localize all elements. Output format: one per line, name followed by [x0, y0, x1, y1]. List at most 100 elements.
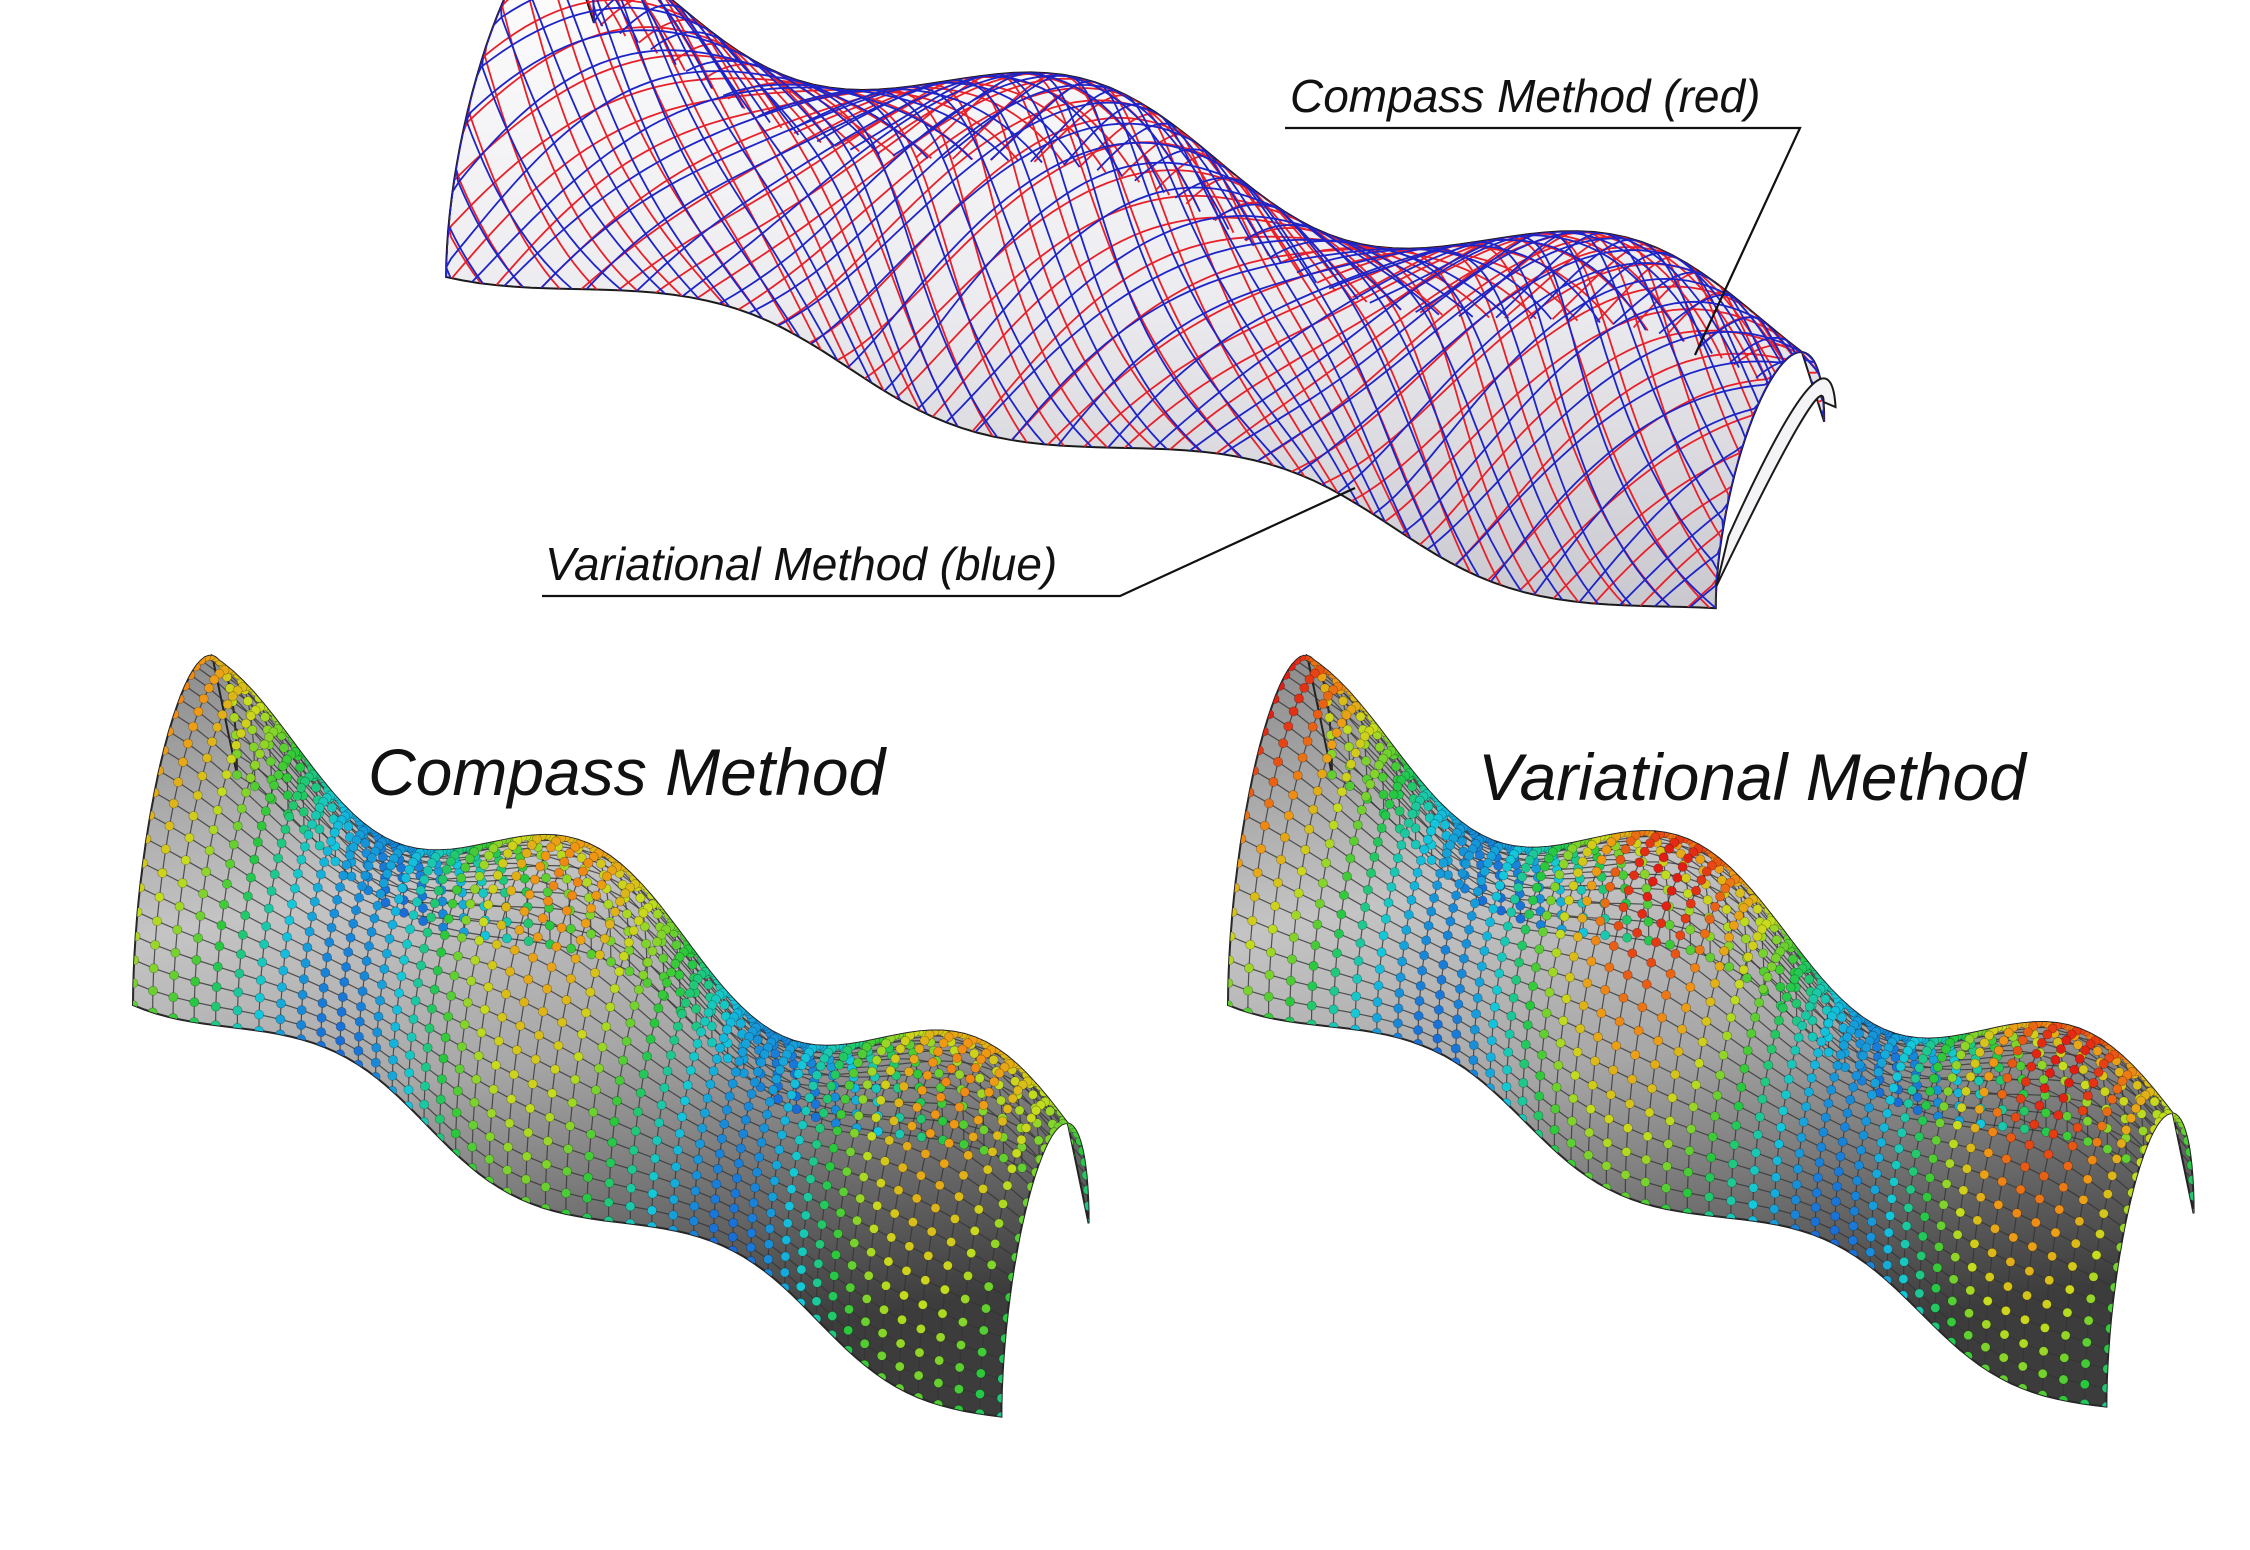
mesh-node [743, 1101, 754, 1112]
mesh-node [1586, 880, 1597, 891]
mesh-node [935, 1332, 946, 1343]
mesh-node [1514, 957, 1524, 968]
mesh-node [670, 958, 681, 969]
mesh-node [1664, 843, 1674, 854]
mesh-node [1528, 981, 1538, 992]
callout-variational-blue: Variational Method (blue) [542, 487, 1356, 598]
mesh-node [1332, 948, 1342, 959]
mesh-node [1690, 962, 1700, 973]
mesh-node [1267, 924, 1278, 935]
mesh-node [950, 1214, 960, 1224]
mesh-node [2155, 1158, 2166, 1169]
mesh-node [1524, 855, 1535, 866]
mesh-node [830, 1069, 841, 1080]
mesh-node [1701, 1016, 1712, 1027]
mesh-node [711, 1179, 722, 1189]
mesh-node [532, 932, 543, 943]
mesh-node [180, 855, 191, 866]
mesh-node [461, 915, 471, 925]
mesh-node [469, 1097, 480, 1108]
mesh-node [804, 1092, 815, 1103]
mesh-node [1701, 866, 1712, 877]
mesh-node [791, 1151, 802, 1161]
mesh-node [2054, 1204, 2065, 1215]
mesh-node [815, 1123, 825, 1134]
mesh-node [2171, 1157, 2182, 1167]
mesh-node [606, 956, 616, 967]
mesh-node [1578, 1000, 1589, 1011]
mesh-node [1790, 1195, 1801, 1205]
mesh-node [234, 968, 245, 979]
mesh-node [614, 966, 625, 977]
mesh-node [1373, 837, 1383, 847]
mesh-node [519, 997, 529, 1008]
mesh-node [1813, 1172, 1823, 1183]
mesh-node [450, 1128, 461, 1139]
mesh-node [297, 989, 308, 1000]
mesh-node [1801, 1101, 1811, 1112]
mesh-node [232, 821, 243, 831]
mesh-node [1808, 994, 1819, 1004]
mesh-node [1473, 886, 1483, 897]
mesh-node [1914, 1288, 1925, 1299]
mesh-node [1285, 975, 1296, 986]
mesh-node [1935, 1118, 1945, 1128]
mesh-node [398, 907, 409, 918]
mesh-node [1299, 682, 1310, 693]
mesh-node [2024, 1140, 2035, 1150]
mesh-node [317, 998, 328, 1008]
mesh-node [1051, 1187, 1062, 1198]
mesh-node [590, 967, 600, 978]
mesh-node [2087, 1155, 2098, 1165]
mesh-node [822, 1094, 833, 1104]
mesh-node [1307, 981, 1318, 991]
mesh-node [621, 1036, 632, 1047]
mesh-node [752, 1035, 763, 1045]
mesh-node [2118, 1096, 2129, 1107]
mesh-node [620, 888, 631, 899]
mesh-node [672, 1145, 683, 1155]
mesh-node [547, 1088, 558, 1099]
mesh-node [264, 792, 275, 803]
callout-compass-leader [1285, 126, 1802, 356]
mesh-node [1537, 1050, 1547, 1060]
mesh-node [252, 837, 263, 848]
mesh-node [1436, 974, 1447, 985]
mesh-node [1624, 1098, 1635, 1109]
mesh-node [729, 1203, 740, 1214]
mesh-node [862, 1151, 873, 1161]
mesh-node [647, 946, 658, 957]
mesh-node [684, 988, 695, 999]
mesh-node [797, 1120, 808, 1130]
mesh-node [488, 1084, 499, 1095]
mesh-node [626, 1183, 636, 1194]
mesh-node [1837, 1136, 1848, 1147]
mesh-node [662, 1066, 673, 1076]
mesh-node [245, 872, 256, 883]
mesh-node [1503, 921, 1513, 932]
mesh-node [485, 1131, 495, 1142]
mesh-node [174, 901, 185, 912]
mesh-node [1775, 982, 1786, 992]
mesh-node [211, 982, 222, 992]
mesh-node [528, 952, 538, 963]
mesh-node [619, 951, 629, 962]
mesh-node [501, 933, 512, 944]
callout-variational-leader [542, 487, 1356, 598]
mesh-node [765, 1096, 775, 1107]
mesh-node [1876, 1057, 1887, 1068]
mesh-node [875, 1095, 886, 1106]
mesh-node [235, 949, 246, 960]
mesh-node [1730, 995, 1740, 1006]
mesh-node [266, 886, 277, 896]
mesh-node [1770, 1029, 1781, 1040]
mesh-node [310, 810, 321, 821]
mesh-node [2058, 1061, 2068, 1071]
mesh-node [385, 860, 396, 871]
mesh-node [1586, 956, 1597, 967]
mesh-node [703, 980, 714, 990]
mesh-node [1806, 1073, 1817, 1083]
mesh-node [2080, 1045, 2090, 1056]
mesh-node [1432, 1047, 1443, 1057]
mesh-node [857, 1049, 868, 1059]
